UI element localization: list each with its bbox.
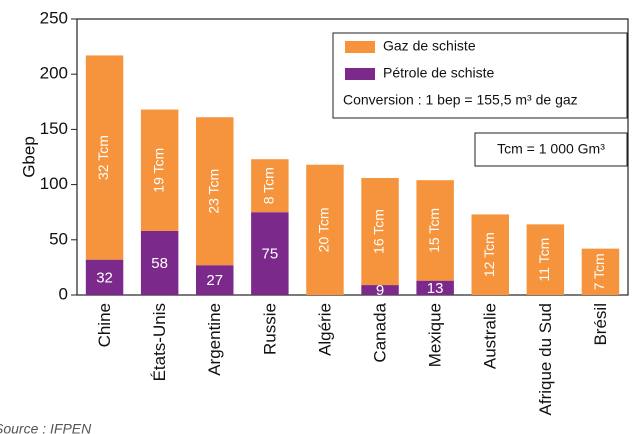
segment-label: 23 Tcm [205,169,221,214]
segment-label: 15 Tcm [426,208,442,253]
y-tick-label: 100 [40,174,68,193]
bar-segment [306,164,344,295]
segment-label: 7 Tcm [591,253,607,290]
value-label: 13 [427,280,444,297]
plot-frame [76,18,629,296]
segment-label: 16 Tcm [371,209,387,254]
value-label: 75 [262,246,279,263]
value-label: 32 [96,269,113,286]
bar-segment [361,285,399,295]
legend-swatch [345,68,375,80]
legend-box [332,32,628,119]
y-tick-label: 150 [40,119,68,138]
segment-label: 32 Tcm [95,135,111,180]
x-tick-label: Argentine [205,303,224,376]
bar-segment [361,177,399,286]
segment-label: 8 Tcm [261,167,277,204]
x-tick-label: Brésil [591,303,610,346]
y-tick-label: 200 [40,64,68,83]
bar-segment [471,214,509,295]
value-label: 58 [151,255,168,272]
bar-segment [196,117,234,266]
value-label: 9 [376,282,384,299]
bar-segment [251,212,289,295]
legend-label: Gaz de schiste [383,38,476,54]
segment-label: 20 Tcm [316,207,332,252]
x-tick-label: Chine [95,303,114,347]
value-label: 27 [206,272,223,289]
bar-segment [140,230,179,295]
bar-segment [416,180,454,281]
bar-segment [251,159,289,213]
bar-segment [85,259,124,295]
source: Source : IFPEN [0,421,92,434]
y-tick-label: 250 [40,8,68,27]
legend-swatch [345,41,375,53]
segment-label: 11 Tcm [536,238,552,282]
bar-segment [526,224,565,295]
bar-segment [581,248,620,295]
bar-segment [85,55,124,260]
legend-label: Pétrole de schiste [383,65,494,81]
y-tick-label: 0 [59,284,68,303]
bar-segment [416,280,454,295]
annotation-box [474,132,628,167]
x-tick-label: Mexique [426,303,445,367]
legend-note: Conversion : 1 bep = 155,5 m³ de gaz [343,92,578,108]
x-tick-label: Russie [260,303,279,355]
x-tick-label: États-Unis [150,303,169,381]
x-tick-label: Algérie [315,303,334,356]
annotation: Tcm = 1 000 Gm³ [497,141,605,157]
bar-segment [140,109,179,231]
y-axis-label: Gbep [19,136,38,178]
x-tick-label: Afrique du Sud [536,303,555,415]
bar-segment [196,265,234,295]
segment-label: 19 Tcm [150,148,166,193]
x-tick-label: Australie [481,303,500,369]
x-tick-label: Canada [371,302,390,362]
segment-label: 12 Tcm [481,232,497,277]
y-tick-label: 50 [49,229,68,248]
